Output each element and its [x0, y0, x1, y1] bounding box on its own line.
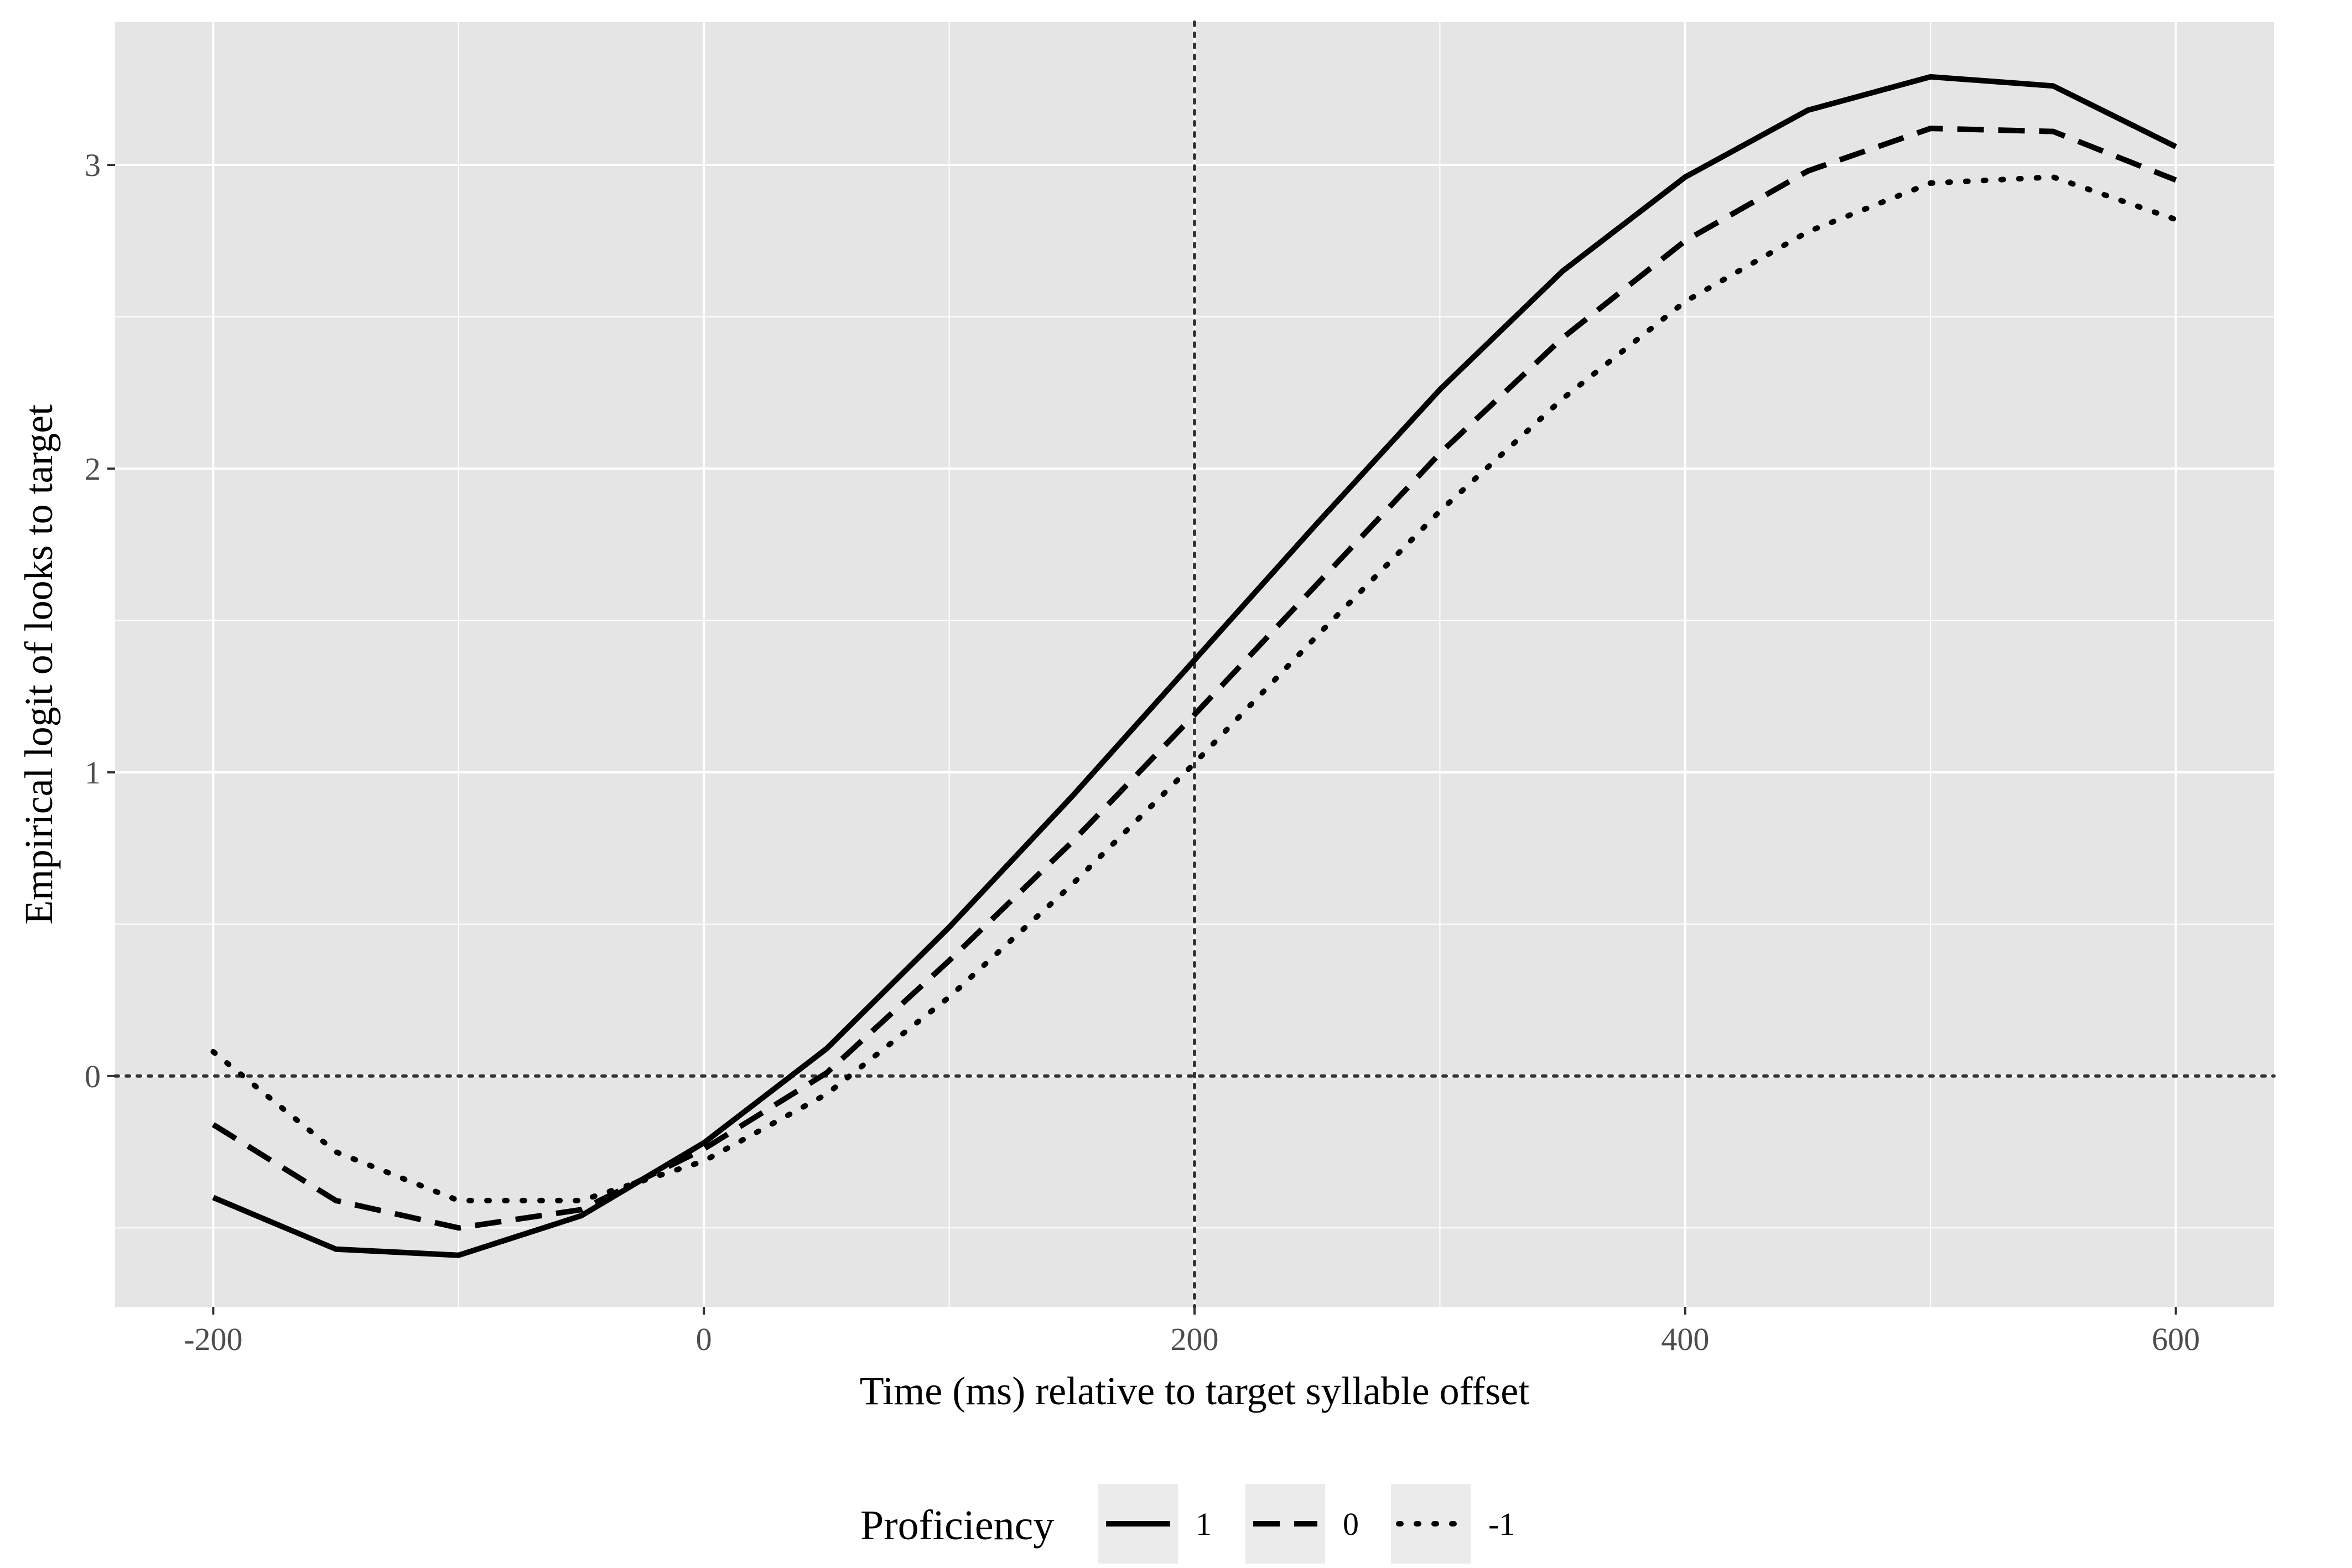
x-tick-label: 600 — [2152, 1321, 2200, 1357]
reference-lines — [113, 20, 2276, 1309]
x-tick-label: 400 — [1661, 1321, 1709, 1357]
legend: Proficiency 1 0 -1 — [860, 1484, 1515, 1564]
y-tick-label: 3 — [85, 147, 101, 183]
x-tick-label: 0 — [696, 1321, 712, 1357]
y-tick-label: 0 — [85, 1058, 101, 1094]
legend-label--1: -1 — [1488, 1506, 1515, 1542]
series-lines — [210, 74, 2179, 1258]
legend-title: Proficiency — [860, 1502, 1054, 1549]
series-line--1 — [210, 174, 2179, 1203]
y-axis-title: Empirical logit of looks to target — [17, 404, 61, 925]
series-line-0 — [211, 126, 2177, 1231]
series-line-1 — [212, 74, 2177, 1258]
x-axis: -200 0 200 400 600 — [184, 1307, 2200, 1357]
y-tick-label: 1 — [85, 755, 101, 791]
y-axis: 0 1 2 3 — [85, 147, 115, 1094]
legend-key--1 — [1391, 1484, 1471, 1564]
x-axis-title: Time (ms) relative to target syllable of… — [860, 1369, 1529, 1413]
y-tick-label: 2 — [85, 451, 101, 487]
legend-label-1: 1 — [1196, 1506, 1212, 1542]
legend-label-0: 0 — [1343, 1506, 1359, 1542]
x-tick-label: 200 — [1171, 1321, 1219, 1357]
x-tick-label: -200 — [184, 1321, 242, 1357]
legend-keys: 1 0 -1 — [1098, 1484, 1515, 1564]
